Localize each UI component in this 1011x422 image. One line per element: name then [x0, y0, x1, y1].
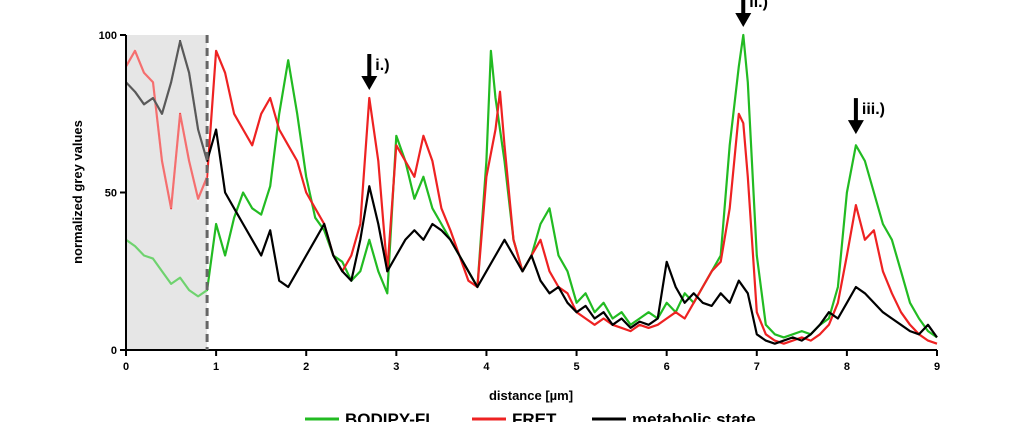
shaded-region-layer — [126, 35, 208, 350]
annotation-0: i.) — [361, 54, 390, 90]
series-layer — [125, 33, 938, 345]
annotation-arrow-head — [847, 120, 864, 135]
series-line-1 — [125, 49, 938, 345]
annotations: i.) ii.) iii.) — [361, 0, 885, 135]
annotation-arrow-head — [361, 76, 378, 90]
x-tick-label: 8 — [844, 361, 850, 373]
series-line-0-faded — [126, 238, 208, 298]
y-tick-label: 0 — [111, 345, 117, 357]
y-tick-label: 100 — [99, 30, 117, 42]
x-tick-label: 0 — [123, 361, 129, 373]
y-tick-label: 50 — [105, 188, 117, 200]
x-axis-label: distance [µm] — [489, 388, 573, 403]
legend-item-2: metabolic state — [592, 410, 756, 422]
x-tick-label: 6 — [664, 361, 670, 373]
ticks: 0 1 2 3 4 5 6 7 8 9 0 50 100 — [99, 30, 940, 373]
x-tick-label: 7 — [754, 361, 760, 373]
series-line-2 — [125, 40, 938, 345]
annotation-label: ii.) — [749, 0, 768, 11]
annotation-1: ii.) — [735, 0, 768, 27]
y-axis-label: normalized grey values — [70, 120, 85, 264]
legend-label: BODIPY-FL — [345, 410, 436, 422]
legend-item-1: FRET — [472, 410, 557, 422]
x-tick-label: 2 — [303, 361, 309, 373]
series-line-2-faded — [126, 40, 208, 166]
series-line-0 — [125, 33, 938, 339]
x-tick-label: 3 — [393, 361, 399, 373]
legend-label: metabolic state — [632, 410, 756, 422]
legend-item-0: BODIPY-FL — [305, 410, 436, 422]
axes — [125, 35, 937, 351]
x-tick-label: 1 — [213, 361, 219, 373]
x-tick-label: 5 — [573, 361, 579, 373]
series-line-1-faded — [126, 47, 208, 209]
x-tick-label: 9 — [934, 361, 940, 373]
annotation-arrow-head — [735, 13, 752, 27]
x-tick-label: 4 — [483, 361, 490, 373]
annotation-label: iii.) — [862, 101, 885, 118]
legend-label: FRET — [512, 410, 557, 422]
shaded-region — [126, 35, 208, 350]
annotation-label: i.) — [375, 57, 389, 74]
legend: BODIPY-FL FRET metabolic state — [305, 410, 756, 422]
annotation-2: iii.) — [847, 98, 885, 135]
